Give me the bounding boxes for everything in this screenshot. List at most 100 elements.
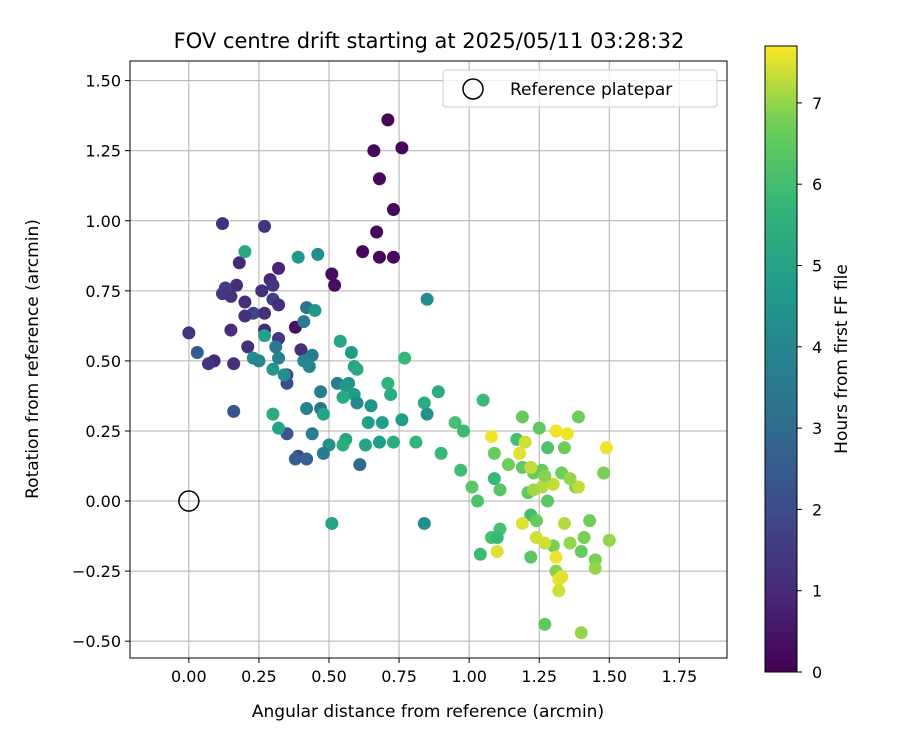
x-tick-label: 0.25	[241, 667, 277, 686]
y-tick-label: −0.25	[72, 562, 121, 581]
data-point	[372, 250, 386, 264]
chart-title: FOV centre drift starting at 2025/05/11 …	[174, 29, 685, 53]
data-point	[557, 441, 571, 455]
data-point	[182, 326, 196, 340]
data-point	[588, 561, 602, 575]
x-tick-label: 1.50	[591, 667, 627, 686]
data-point	[546, 477, 560, 491]
colorbar-ticks: 0 1 2 3 4 5 6 7	[797, 94, 822, 682]
data-point	[367, 144, 381, 158]
data-point	[316, 407, 330, 421]
data-point	[571, 410, 585, 424]
data-point	[339, 379, 353, 393]
data-point	[386, 435, 400, 449]
data-point	[328, 278, 342, 292]
data-point	[574, 626, 588, 640]
colorbar-frame	[764, 45, 798, 673]
data-point	[574, 544, 588, 558]
reference-marker	[178, 490, 200, 512]
data-point	[224, 289, 238, 303]
x-tick-label: 0.00	[171, 667, 207, 686]
data-point	[527, 483, 541, 497]
y-tick-label: 0.75	[85, 282, 121, 301]
data-point	[485, 430, 499, 444]
data-point	[201, 357, 215, 371]
data-point	[375, 416, 389, 430]
data-point	[395, 141, 409, 155]
data-point	[272, 261, 286, 275]
data-point	[448, 416, 462, 430]
data-point	[417, 396, 431, 410]
x-tick-label: 0.75	[381, 667, 417, 686]
data-point	[308, 303, 322, 317]
data-point	[350, 362, 364, 376]
data-point	[381, 113, 395, 127]
data-point	[353, 458, 367, 472]
data-point	[524, 460, 538, 474]
data-point	[532, 421, 546, 435]
colorbar-tick-label: 4	[812, 338, 822, 357]
colorbar-tick-label: 3	[812, 419, 822, 438]
data-point	[563, 472, 577, 486]
data-point	[487, 446, 501, 460]
data-point	[560, 427, 574, 441]
data-point	[350, 396, 364, 410]
data-point	[557, 516, 571, 530]
data-point	[417, 516, 431, 530]
data-point	[258, 329, 272, 343]
data-point	[238, 295, 252, 309]
data-point	[266, 362, 280, 376]
data-point	[490, 530, 504, 544]
data-point	[597, 466, 611, 480]
data-point	[358, 438, 372, 452]
data-point	[311, 247, 325, 261]
data-point	[549, 550, 563, 564]
data-point	[490, 544, 504, 558]
data-point	[305, 427, 319, 441]
data-point	[325, 516, 339, 530]
data-point	[602, 533, 616, 547]
data-point	[336, 438, 350, 452]
data-points	[182, 113, 616, 640]
data-point	[386, 250, 400, 264]
data-point	[571, 480, 585, 494]
data-point	[541, 494, 555, 508]
data-point	[255, 284, 269, 298]
y-axis-label: Rotation from reference (arcmin)	[23, 219, 43, 499]
y-tick-label: 1.50	[85, 72, 121, 91]
colorbar-tick-label: 1	[812, 582, 822, 601]
data-point	[386, 203, 400, 217]
legend-open-circle-icon	[462, 78, 484, 100]
data-point	[272, 298, 286, 312]
colorbar-tick-label: 5	[812, 257, 822, 276]
colorbar-tick-label: 7	[812, 94, 822, 113]
data-point	[300, 452, 314, 466]
data-point	[230, 278, 244, 292]
data-point	[370, 225, 384, 239]
reference-open-circle	[178, 490, 200, 512]
data-point	[395, 413, 409, 427]
data-point	[454, 463, 468, 477]
data-point	[465, 480, 479, 494]
data-point	[381, 376, 395, 390]
y-tick-label: 1.00	[85, 212, 121, 231]
data-point	[361, 416, 375, 430]
data-point	[473, 547, 487, 561]
data-point	[232, 256, 246, 270]
data-point	[524, 550, 538, 564]
data-point	[224, 323, 238, 337]
colorbar-tick-label: 0	[812, 663, 822, 682]
y-tick-label: 0.25	[85, 422, 121, 441]
data-point	[277, 368, 291, 382]
y-tick-label: 1.25	[85, 142, 121, 161]
data-point	[288, 452, 302, 466]
data-point	[297, 315, 311, 329]
data-point	[513, 446, 527, 460]
y-tick-label: 0.00	[85, 492, 121, 511]
data-point	[258, 306, 272, 320]
data-point	[501, 458, 515, 472]
data-point	[431, 385, 445, 399]
data-point	[272, 351, 286, 365]
y-tick-label: −0.50	[72, 632, 121, 651]
data-point	[518, 435, 532, 449]
